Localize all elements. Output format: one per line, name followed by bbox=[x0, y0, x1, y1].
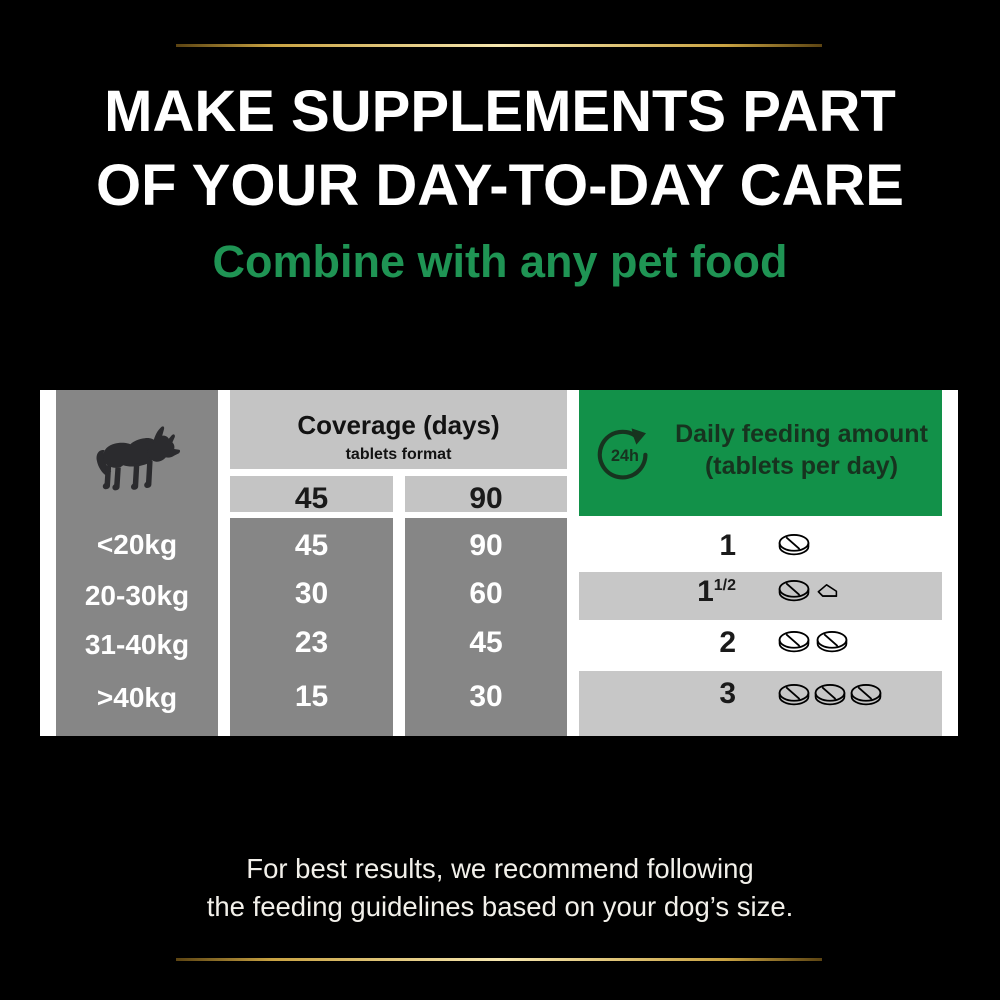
svg-text:24h: 24h bbox=[611, 447, 639, 465]
